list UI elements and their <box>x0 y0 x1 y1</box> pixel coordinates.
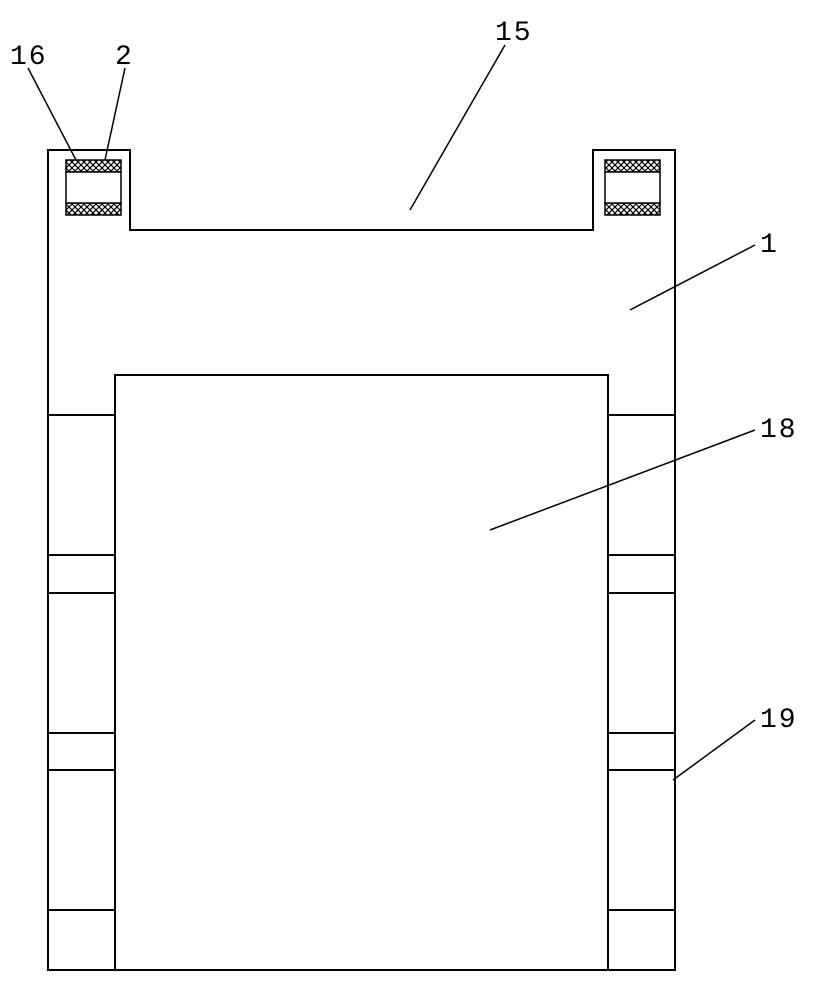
label-18: 18 <box>760 415 798 446</box>
technical-drawing <box>0 0 821 1000</box>
label-19: 19 <box>760 705 798 736</box>
leader-18 <box>490 430 755 530</box>
top-right-block <box>605 160 660 215</box>
leader-1 <box>630 245 755 310</box>
leader-16 <box>28 68 76 160</box>
label-1: 1 <box>760 230 779 261</box>
leader-15 <box>410 45 505 210</box>
top-left-block <box>66 160 121 215</box>
inner-cavity <box>115 375 608 970</box>
label-2: 2 <box>115 42 134 73</box>
label-16: 16 <box>10 42 48 73</box>
leader-2 <box>105 68 125 160</box>
leader-19 <box>673 720 755 780</box>
label-15: 15 <box>495 18 533 49</box>
outer-body <box>48 150 675 970</box>
